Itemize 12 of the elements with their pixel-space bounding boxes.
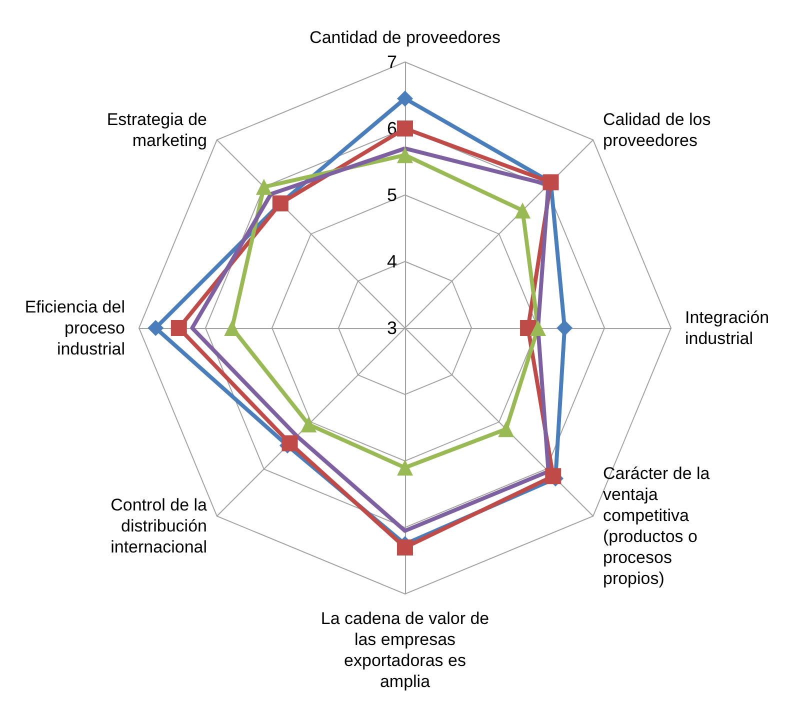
spoke-label: La cadena de valor de las empresas exportadoras es amplia	[320, 609, 490, 691]
y-tick-label: 4	[386, 252, 397, 272]
spoke-label: Eficiencia del proceso industrial	[24, 298, 125, 358]
y-tick-label: 5	[386, 185, 397, 205]
spoke-label: Control de la distribución internacional	[110, 495, 208, 556]
spoke-label: Carácter de la ventaja competitiva (productos o procesos propios)	[602, 464, 710, 588]
y-tick-label: 3	[386, 318, 397, 338]
y-tick-label: 7	[386, 52, 397, 72]
spoke-label: Estrategia de marketing	[106, 110, 208, 150]
spoke-label: Cantidad de proveedores	[310, 28, 500, 47]
spoke-label: Calidad de los proveedores	[602, 110, 711, 150]
spoke-label: Integración industrial	[685, 308, 770, 348]
